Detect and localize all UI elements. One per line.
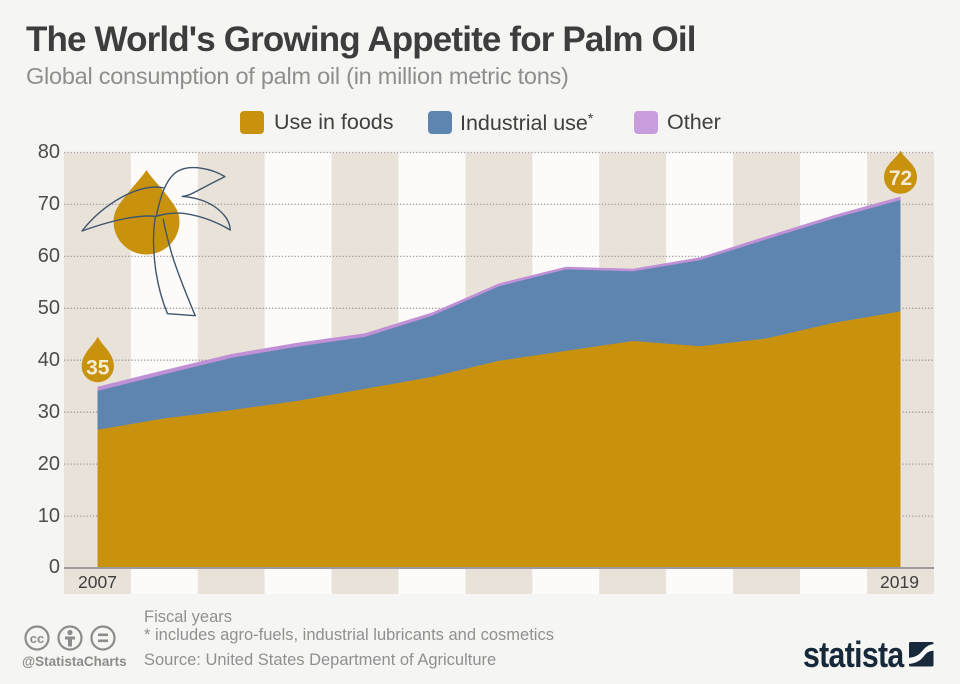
svg-text:35: 35 — [86, 356, 110, 379]
svg-text:72: 72 — [889, 167, 912, 190]
svg-text:cc: cc — [30, 631, 44, 646]
